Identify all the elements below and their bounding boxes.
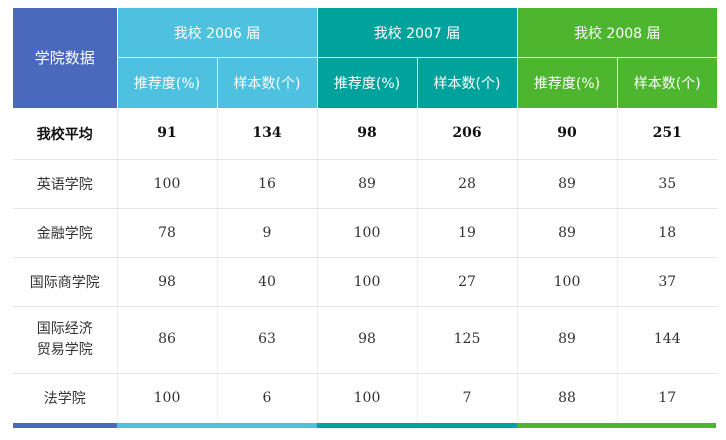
- table-cell: 100: [317, 373, 418, 422]
- table-row: 英语学院 100 16 89 28 89 35: [13, 159, 717, 209]
- table-row-average: 我校平均 91 134 98 206 90 251: [13, 108, 717, 160]
- table-cell: 89: [517, 159, 618, 209]
- recommendation-table: 学院数据 我校 2006 届 我校 2007 届 我校 2008 届 推荐度(%…: [13, 8, 717, 422]
- header-rec-2006: 推荐度(%): [117, 57, 218, 108]
- row-label: 国际商学院: [13, 257, 118, 307]
- table-cell: 89: [517, 306, 618, 374]
- table-cell: 100: [117, 159, 218, 209]
- table-row: 国际经济贸易学院 86 63 98 125 89 144: [13, 306, 717, 374]
- table-cell: 90: [517, 108, 618, 160]
- table-cell: 63: [217, 306, 318, 374]
- table-cell: 7: [417, 373, 518, 422]
- footer-bar-corner: [13, 423, 117, 428]
- row-label: 英语学院: [13, 159, 118, 209]
- table-cell: 89: [517, 208, 618, 258]
- header-rec-2008: 推荐度(%): [517, 57, 618, 108]
- row-label-line2: 贸易学院: [36, 341, 93, 358]
- table-cell: 206: [417, 108, 518, 160]
- table-cell: 17: [658, 389, 677, 406]
- table-cell: 251: [617, 108, 717, 160]
- table-cell: 100: [117, 373, 218, 422]
- table-cell: 98: [317, 306, 418, 374]
- table-cell: 16: [217, 159, 318, 209]
- header-count-2008: 样本数(个): [617, 57, 717, 108]
- table-cell: 6: [217, 373, 318, 422]
- table-cell: 28: [417, 159, 518, 209]
- table-cell: 100: [317, 208, 418, 258]
- table-cell: 100: [517, 257, 618, 307]
- table-row: 法学院 100 6 100 7 88 17: [13, 373, 717, 422]
- footer-bar-2008: [517, 423, 716, 428]
- row-label: 法学院: [13, 373, 118, 422]
- row-label-line1: 国际经济: [36, 320, 93, 337]
- row-label: 我校平均: [13, 108, 118, 160]
- footer-bar-2007: [317, 423, 517, 428]
- table-row: 金融学院 78 9 100 19 89 18: [13, 208, 717, 258]
- header-group-2007: 我校 2007 届: [317, 8, 518, 58]
- footer-bar-2006: [117, 423, 317, 428]
- table-cell: 86: [117, 306, 218, 374]
- row-label: 金融学院: [13, 208, 118, 258]
- table-cell: 37: [617, 257, 717, 307]
- table-cell: 78: [117, 208, 218, 258]
- header-count-2007: 样本数(个): [417, 57, 518, 108]
- table-cell: 100: [317, 257, 418, 307]
- table-cell: 18: [617, 208, 717, 258]
- table-cell: 19: [417, 208, 518, 258]
- table-cell: 134: [217, 108, 318, 160]
- table-cell: 9: [217, 208, 318, 258]
- table-cell: 125: [417, 306, 518, 374]
- header-group-2006: 我校 2006 届: [117, 8, 318, 58]
- table-cell: 91: [117, 108, 218, 160]
- table-cell: 144: [617, 306, 717, 374]
- table-row: 国际商学院 98 40 100 27 100 37: [13, 257, 717, 307]
- table-cell: 27: [417, 257, 518, 307]
- table-cell: 98: [117, 257, 218, 307]
- header-corner: 学院数据: [13, 8, 118, 109]
- header-count-2006: 样本数(个): [217, 57, 318, 108]
- table-cell: 35: [617, 159, 717, 209]
- table-cell: 40: [217, 257, 318, 307]
- table-cell: 88: [517, 373, 618, 422]
- table-cell: 89: [317, 159, 418, 209]
- header-rec-2007: 推荐度(%): [317, 57, 418, 108]
- table-cell: 98: [317, 108, 418, 160]
- header-group-2008: 我校 2008 届: [517, 8, 717, 58]
- row-label: 国际经济 贸易学院: [13, 306, 118, 374]
